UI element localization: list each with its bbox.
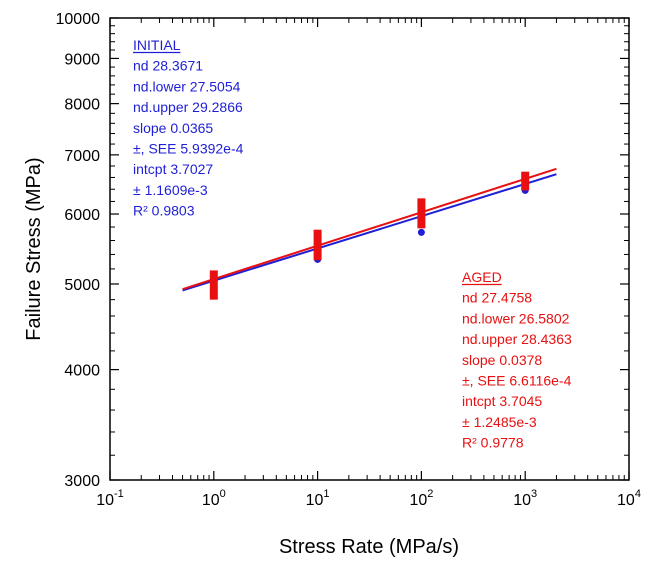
annotation-line: intcpt 3.7027	[133, 161, 213, 177]
data-bar	[521, 171, 530, 191]
x-tick-label-base: 10	[513, 492, 531, 509]
x-tick-label: 103	[513, 488, 537, 509]
annotation-line: ±, SEE 6.6116e-4	[462, 373, 572, 389]
axis-ticks: 10-1 100 101 102 103 104300040005000600070008…	[56, 11, 641, 509]
x-tick-label-exp: 4	[635, 488, 641, 500]
annotation-line: slope 0.0365	[133, 120, 213, 136]
data-marks	[209, 171, 530, 300]
annotation-line: R² 0.9778	[462, 435, 524, 451]
x-axis-title: Stress Rate (MPa/s)	[279, 536, 459, 558]
annotation-line: nd.lower 27.5054	[133, 78, 241, 94]
x-tick-label: 100	[202, 488, 226, 509]
x-tick-label-base: 10	[617, 492, 635, 509]
x-tick-label-base: 10	[96, 492, 114, 509]
fit-lines	[182, 167, 557, 292]
data-point	[417, 228, 425, 236]
y-tick-label: 4000	[64, 363, 100, 380]
y-tick-label: 3000	[64, 473, 100, 490]
annotation-line: nd.lower 26.5802	[462, 310, 570, 326]
annotation-line: nd 28.3671	[133, 58, 203, 74]
y-tick-label: 9000	[64, 51, 100, 68]
x-tick-label-base: 10	[409, 492, 427, 509]
y-tick-label: 6000	[64, 207, 100, 224]
annotation-line: ± 1.2485e-3	[462, 414, 537, 430]
y-axis-title: Failure Stress (MPa)	[23, 157, 45, 340]
data-bar	[417, 198, 426, 229]
annotation-title: INITIAL	[133, 37, 181, 53]
annotation-line: ±, SEE 5.9392e-4	[133, 141, 244, 157]
plot-frame	[109, 17, 630, 481]
x-tick-label-base: 10	[202, 492, 220, 509]
y-tick-label: 10000	[56, 11, 101, 28]
x-tick-label-exp: 1	[323, 488, 329, 500]
fit-line	[182, 173, 557, 292]
annotation-line: nd.upper 28.4363	[462, 331, 572, 347]
annotations: INITIAL nd 28.3671 nd.lower 27.5054 nd.uppe…	[133, 37, 572, 451]
data-bar	[313, 229, 322, 261]
x-tick-label: 101	[306, 488, 330, 509]
x-tick-label-exp: 0	[220, 488, 226, 500]
annotation-line: R² 0.9803	[133, 203, 195, 219]
x-tick-label-exp: 2	[427, 488, 433, 500]
annotation-line: nd.upper 29.2866	[133, 99, 243, 115]
annotation-line: nd 27.4758	[462, 290, 532, 306]
data-bar	[209, 270, 218, 300]
y-tick-label: 7000	[64, 148, 100, 165]
x-tick-label: 104	[617, 488, 641, 509]
y-tick-label: 5000	[64, 277, 100, 294]
x-tick-label: 102	[409, 488, 433, 509]
annotation-title: AGED	[462, 269, 502, 285]
fit-line	[182, 167, 557, 291]
annotation-line: intcpt 3.7045	[462, 393, 542, 409]
annotation-line: ± 1.1609e-3	[133, 182, 208, 198]
x-tick-label: 10-1	[96, 488, 124, 509]
x-tick-label-base: 10	[306, 492, 324, 509]
x-tick-label-exp: -1	[114, 488, 124, 500]
x-tick-label-exp: 3	[531, 488, 537, 500]
y-tick-label: 8000	[64, 97, 100, 114]
annotation-line: slope 0.0378	[462, 352, 542, 368]
